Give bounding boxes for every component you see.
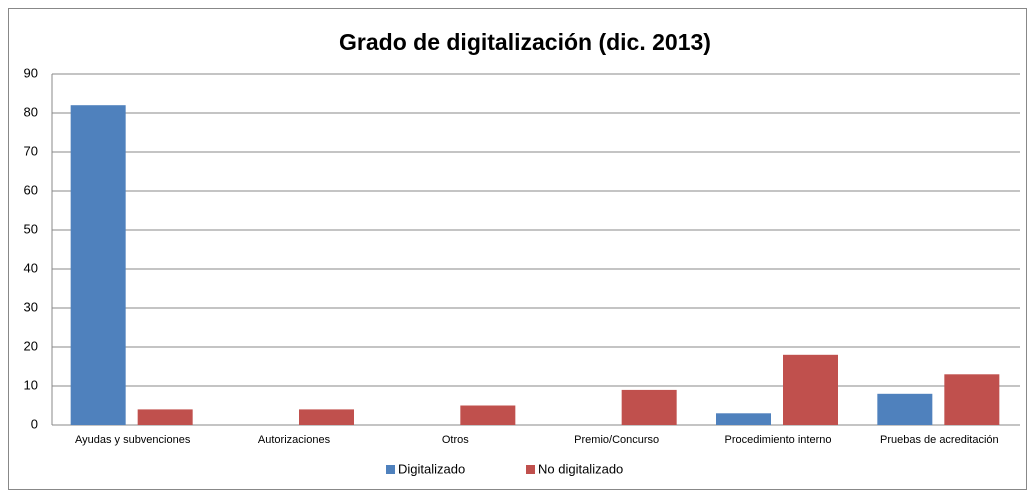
bar <box>299 409 354 425</box>
legend-swatch <box>526 465 535 474</box>
y-tick-label: 20 <box>24 338 38 353</box>
x-tick-label: Premio/Concurso <box>574 434 659 446</box>
x-tick-label: Pruebas de acreditación <box>880 434 999 446</box>
y-tick-label: 80 <box>24 104 38 119</box>
y-tick-label: 30 <box>24 299 38 314</box>
y-tick-label: 70 <box>24 143 38 158</box>
bar <box>783 354 838 425</box>
bar <box>877 393 933 425</box>
y-tick-label: 40 <box>24 260 38 275</box>
chart-border <box>8 8 1027 490</box>
y-tick-label: 0 <box>31 416 38 431</box>
bar <box>460 405 516 425</box>
y-tick-label: 50 <box>24 221 38 236</box>
bar <box>70 105 126 425</box>
bar <box>716 413 771 425</box>
bar <box>621 389 677 425</box>
y-tick-label: 90 <box>24 65 38 80</box>
bar <box>137 409 193 425</box>
y-tick-label: 60 <box>24 182 38 197</box>
x-tick-label: Autorizaciones <box>258 434 331 446</box>
x-tick-label: Procedimiento interno <box>724 434 831 446</box>
bar <box>944 374 1000 425</box>
x-tick-label: Otros <box>442 434 469 446</box>
chart-title: Grado de digitalización (dic. 2013) <box>339 29 711 55</box>
legend-label: No digitalizado <box>538 461 623 476</box>
x-tick-label: Ayudas y subvenciones <box>75 434 191 446</box>
legend-swatch <box>386 465 395 474</box>
legend-label: Digitalizado <box>398 461 465 476</box>
y-tick-label: 10 <box>24 377 38 392</box>
